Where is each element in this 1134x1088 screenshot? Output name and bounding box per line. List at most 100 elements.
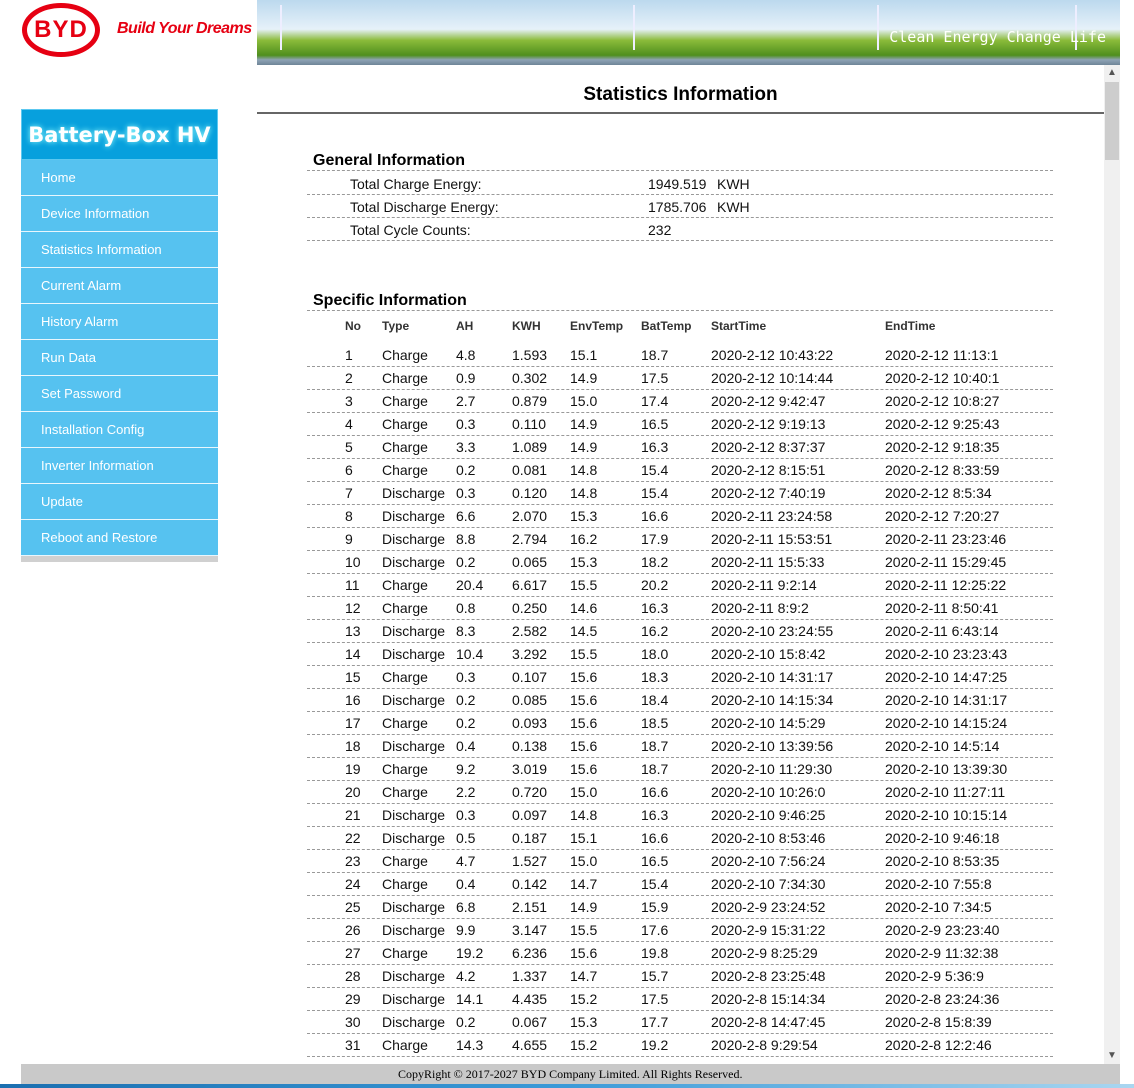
table-row: 16 Discharge 0.2 0.085 15.6 18.4 2020-2-10 14:… — [307, 689, 1053, 712]
scrollbar-thumb[interactable] — [1105, 82, 1119, 160]
row-type: Discharge — [382, 554, 446, 570]
row-starttime: 2020-2-10 14:5:29 — [711, 715, 826, 731]
general-info-value: 1949.519 — [648, 176, 707, 192]
sidebar-item-label: Set Password — [41, 386, 122, 401]
row-type: Charge — [382, 416, 428, 432]
column-header-type: Type — [382, 319, 410, 333]
sidebar-item-label: Statistics Information — [41, 242, 162, 257]
row-envtemp: 15.6 — [570, 761, 598, 777]
general-info-heading: General Information — [313, 152, 466, 169]
row-endtime: 2020-2-11 23:23:46 — [885, 531, 1007, 547]
row-endtime: 2020-2-8 23:24:36 — [885, 991, 1000, 1007]
row-envtemp: 15.6 — [570, 945, 598, 961]
table-row: 1 Charge 4.8 1.593 15.1 18.7 2020-2-12 10:43:2… — [307, 344, 1053, 367]
row-endtime: 2020-2-12 10:40:1 — [885, 370, 1000, 386]
row-kwh: 6.236 — [512, 945, 548, 961]
sidebar-item-device-information[interactable]: Device Information — [21, 196, 218, 232]
row-no: 14 — [345, 646, 361, 662]
row-endtime: 2020-2-10 13:39:30 — [885, 761, 1008, 777]
row-type: Discharge — [382, 899, 446, 915]
row-no: 30 — [345, 1014, 361, 1030]
row-no: 24 — [345, 876, 361, 892]
table-row: 27 Charge 19.2 6.236 15.6 19.8 2020-2-9 8:25:2… — [307, 942, 1053, 965]
row-kwh: 2.070 — [512, 508, 548, 524]
row-kwh: 0.187 — [512, 830, 548, 846]
row-no: 20 — [345, 784, 361, 800]
sidebar-item-installation-config[interactable]: Installation Config — [21, 412, 218, 448]
sidebar-item-set-password[interactable]: Set Password — [21, 376, 218, 412]
sidebar-item-inverter-information[interactable]: Inverter Information — [21, 448, 218, 484]
row-type: Discharge — [382, 646, 446, 662]
row-envtemp: 15.5 — [570, 922, 598, 938]
row-envtemp: 15.5 — [570, 577, 598, 593]
table-row: 12 Charge 0.8 0.250 14.6 16.3 2020-2-11 8:9:2 2… — [307, 597, 1053, 620]
byd-logo: BYD — [22, 3, 100, 57]
row-ah: 0.2 — [456, 1014, 476, 1030]
row-battemp: 18.0 — [641, 646, 669, 662]
sidebar-item-update[interactable]: Update — [21, 484, 218, 520]
row-battemp: 15.4 — [641, 485, 669, 501]
row-ah: 20.4 — [456, 577, 484, 593]
row-no: 3 — [345, 393, 353, 409]
row-endtime: 2020-2-11 15:29:45 — [885, 554, 1007, 570]
row-battemp: 15.7 — [641, 968, 669, 984]
table-row: 17 Charge 0.2 0.093 15.6 18.5 2020-2-10 14:5:2… — [307, 712, 1053, 735]
sidebar-item-history-alarm[interactable]: History Alarm — [21, 304, 218, 340]
row-envtemp: 14.6 — [570, 600, 598, 616]
table-row: 6 Charge 0.2 0.081 14.8 15.4 2020-2-12 8:15:51… — [307, 459, 1053, 482]
table-row: 25 Discharge 6.8 2.151 14.9 15.9 2020-2-9 23:2… — [307, 896, 1053, 919]
row-endtime: 2020-2-8 12:2:46 — [885, 1037, 992, 1053]
row-battemp: 15.9 — [641, 899, 669, 915]
row-envtemp: 15.1 — [570, 347, 598, 363]
row-no: 19 — [345, 761, 361, 777]
row-battemp: 17.5 — [641, 991, 669, 1007]
row-envtemp: 15.0 — [570, 393, 598, 409]
sidebar-item-current-alarm[interactable]: Current Alarm — [21, 268, 218, 304]
row-type: Charge — [382, 439, 428, 455]
row-ah: 4.2 — [456, 968, 476, 984]
row-kwh: 1.337 — [512, 968, 548, 984]
row-ah: 4.7 — [456, 853, 476, 869]
row-kwh: 6.617 — [512, 577, 548, 593]
row-starttime: 2020-2-12 8:15:51 — [711, 462, 826, 478]
row-ah: 6.6 — [456, 508, 476, 524]
row-kwh: 0.067 — [512, 1014, 548, 1030]
row-no: 27 — [345, 945, 361, 961]
row-battemp: 19.2 — [641, 1037, 669, 1053]
general-info-label: Total Cycle Counts: — [350, 222, 471, 238]
row-starttime: 2020-2-9 15:31:22 — [711, 922, 826, 938]
row-no: 1 — [345, 347, 353, 363]
row-ah: 14.3 — [456, 1037, 484, 1053]
sidebar-item-label: History Alarm — [41, 314, 119, 329]
chevron-down-icon[interactable]: ▼ — [1107, 1050, 1117, 1061]
row-ah: 19.2 — [456, 945, 484, 961]
scrollbar[interactable]: ▲ ▼ — [1104, 65, 1120, 1064]
row-type: Charge — [382, 370, 428, 386]
row-battemp: 16.6 — [641, 830, 669, 846]
row-no: 13 — [345, 623, 361, 639]
banner-tagline: Clean Energy Change Life — [889, 28, 1106, 46]
row-starttime: 2020-2-10 14:31:17 — [711, 669, 834, 685]
general-info-value: 232 — [648, 222, 672, 238]
column-header-no: No — [345, 319, 361, 333]
sidebar-item-run-data[interactable]: Run Data — [21, 340, 218, 376]
table-row: 26 Discharge 9.9 3.147 15.5 17.6 2020-2-9 15:3… — [307, 919, 1053, 942]
row-kwh: 0.085 — [512, 692, 548, 708]
row-type: Discharge — [382, 508, 446, 524]
sidebar-item-home[interactable]: Home — [21, 160, 218, 196]
row-no: 25 — [345, 899, 361, 915]
sidebar-item-statistics-information[interactable]: Statistics Information — [21, 232, 218, 268]
table-row: 19 Charge 9.2 3.019 15.6 18.7 2020-2-10 11:29:… — [307, 758, 1053, 781]
sidebar-item-reboot-and-restore[interactable]: Reboot and Restore — [21, 520, 218, 556]
chevron-up-icon[interactable]: ▲ — [1107, 67, 1117, 78]
footer: CopyRight © 2017-2027 BYD Company Limite… — [21, 1064, 1120, 1084]
row-kwh: 0.110 — [512, 416, 546, 432]
row-envtemp: 14.9 — [570, 416, 598, 432]
table-row: 29 Discharge 14.1 4.435 15.2 17.5 2020-2-8 15:… — [307, 988, 1053, 1011]
general-info-row: Total Charge Energy: 1949.519 KWH — [307, 172, 1053, 195]
row-starttime: 2020-2-11 23:24:58 — [711, 508, 833, 524]
row-endtime: 2020-2-10 23:23:43 — [885, 646, 1008, 662]
row-endtime: 2020-2-10 10:15:14 — [885, 807, 1008, 823]
sidebar-item-label: Current Alarm — [41, 278, 122, 293]
row-battemp: 16.5 — [641, 853, 669, 869]
